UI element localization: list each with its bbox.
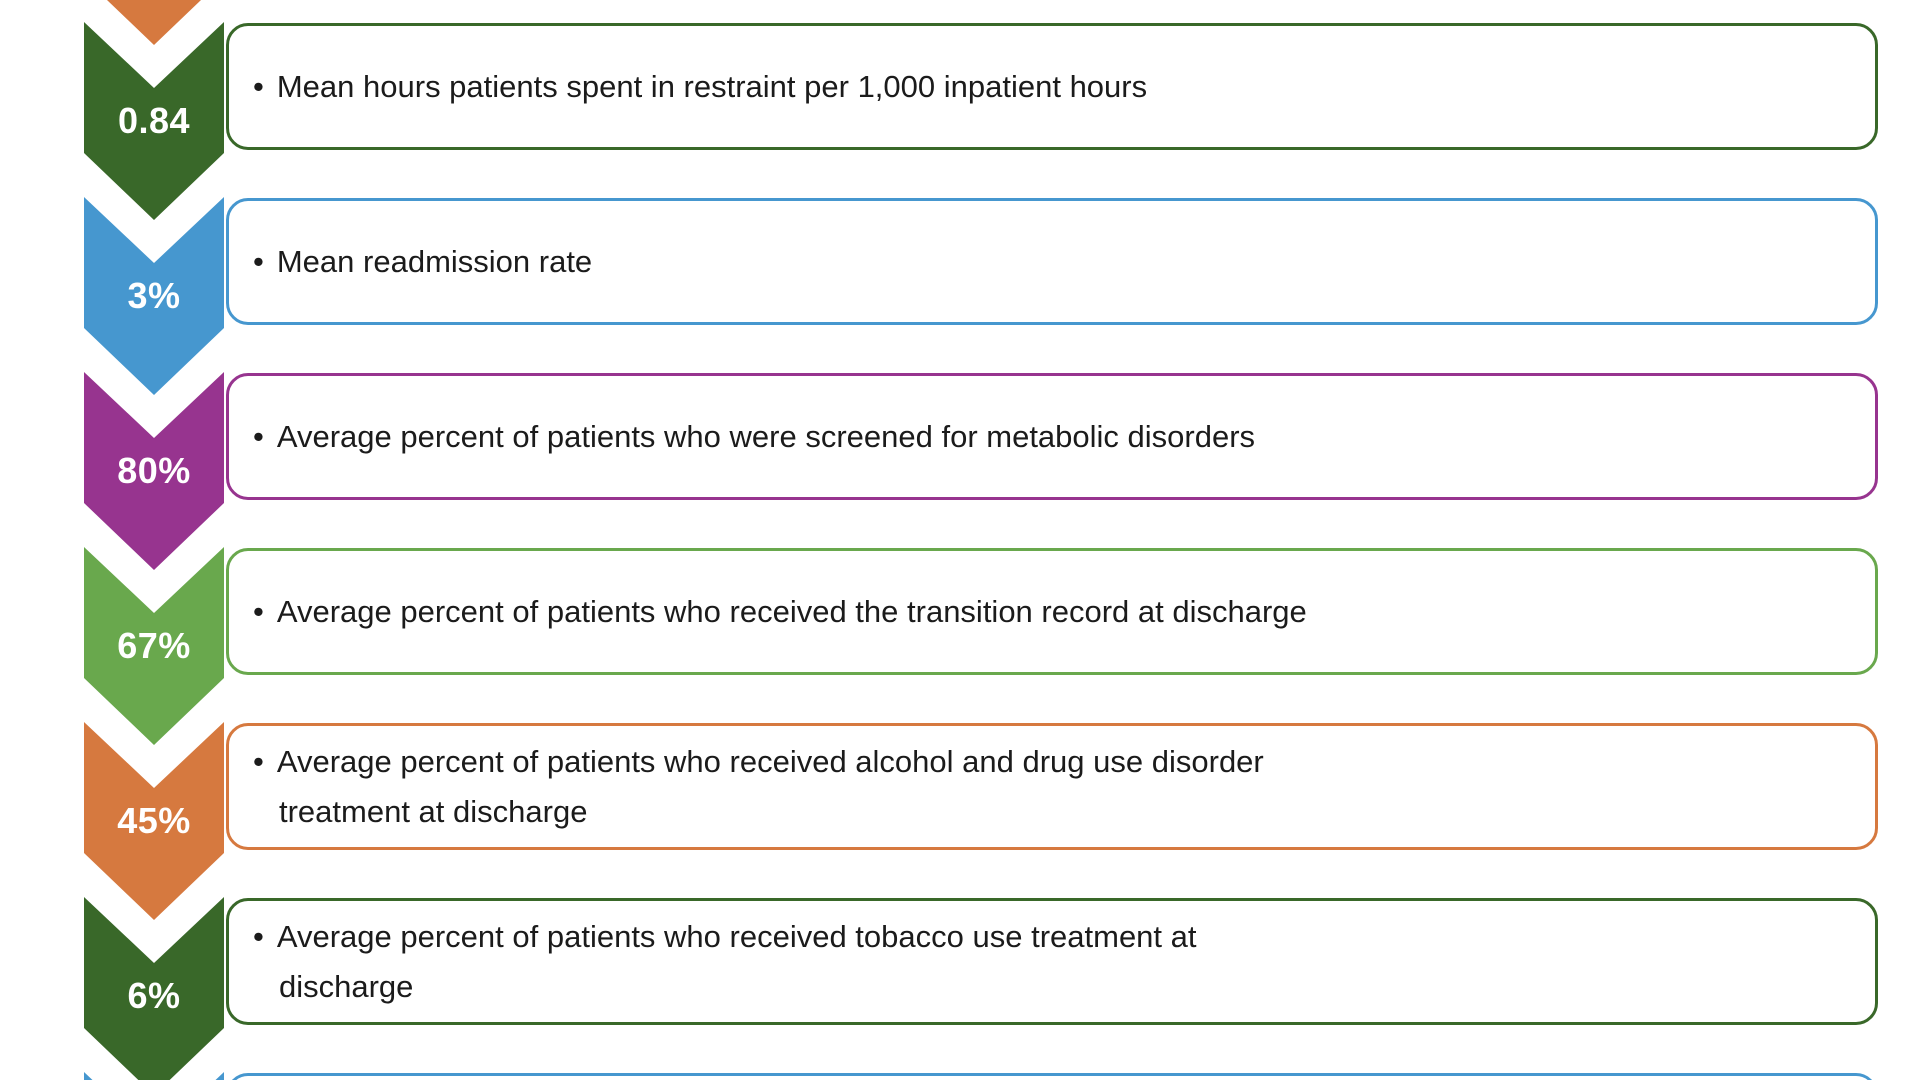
metric-text-line: • Average percent of patients who receiv… (253, 912, 1785, 962)
metric-box-1: • Mean hours patients spent in restraint… (226, 23, 1878, 150)
metric-value-4: 67% (117, 625, 191, 666)
metric-value-5: 45% (117, 800, 191, 841)
metric-text: Average percent of patients who received… (276, 918, 1197, 954)
metric-value-2: 3% (127, 275, 181, 316)
metric-text: Mean readmission rate (276, 243, 593, 279)
chevron-marker-1: 0.84 (84, 22, 224, 220)
metric-text-line: • Mean readmission rate (253, 237, 1785, 287)
metric-text: Average percent of patients who received… (276, 743, 1264, 779)
metric-text: discharge (279, 968, 414, 1004)
metric-text: Average percent of patients who received… (276, 593, 1307, 629)
metric-text-line: treatment at discharge (279, 787, 1785, 837)
bullet-icon: • (253, 68, 264, 104)
metric-value-3: 80% (117, 450, 191, 491)
metric-box-2: • Mean readmission rate (226, 198, 1878, 325)
metric-text-line: • Average percent of patients who receiv… (253, 737, 1785, 787)
metric-box-6: • Average percent of patients who receiv… (226, 898, 1878, 1025)
chevron-marker-3: 80% (84, 372, 224, 570)
metric-text-line: discharge (279, 962, 1785, 1012)
bullet-icon: • (253, 418, 264, 454)
chevron-marker-6: 6% (84, 897, 224, 1080)
metric-text: Average percent of patients who were scr… (276, 418, 1256, 454)
metric-text: treatment at discharge (279, 793, 588, 829)
bullet-icon: • (253, 243, 264, 279)
metric-text-line: • Mean hours patients spent in restraint… (253, 62, 1785, 112)
metric-box-3: • Average percent of patients who were s… (226, 373, 1878, 500)
bullet-icon: • (253, 918, 264, 954)
metric-box-4: • Average percent of patients who receiv… (226, 548, 1878, 675)
metric-box-5: • Average percent of patients who receiv… (226, 723, 1878, 850)
metric-value-6: 6% (127, 975, 181, 1016)
chevron-marker-4: 67% (84, 547, 224, 745)
metric-value-1: 0.84 (117, 100, 191, 141)
partial-metric-box-bottom (226, 1073, 1878, 1080)
bullet-icon: • (253, 743, 264, 779)
chevron-marker-5: 45% (84, 722, 224, 920)
chevron-marker-2: 3% (84, 197, 224, 395)
metric-text-line: • Average percent of patients who receiv… (253, 587, 1785, 637)
bullet-icon: • (253, 593, 264, 629)
metric-text: Mean hours patients spent in restraint p… (276, 68, 1148, 104)
partial-chevron-top (84, 0, 224, 45)
metric-text-line: • Average percent of patients who were s… (253, 412, 1785, 462)
